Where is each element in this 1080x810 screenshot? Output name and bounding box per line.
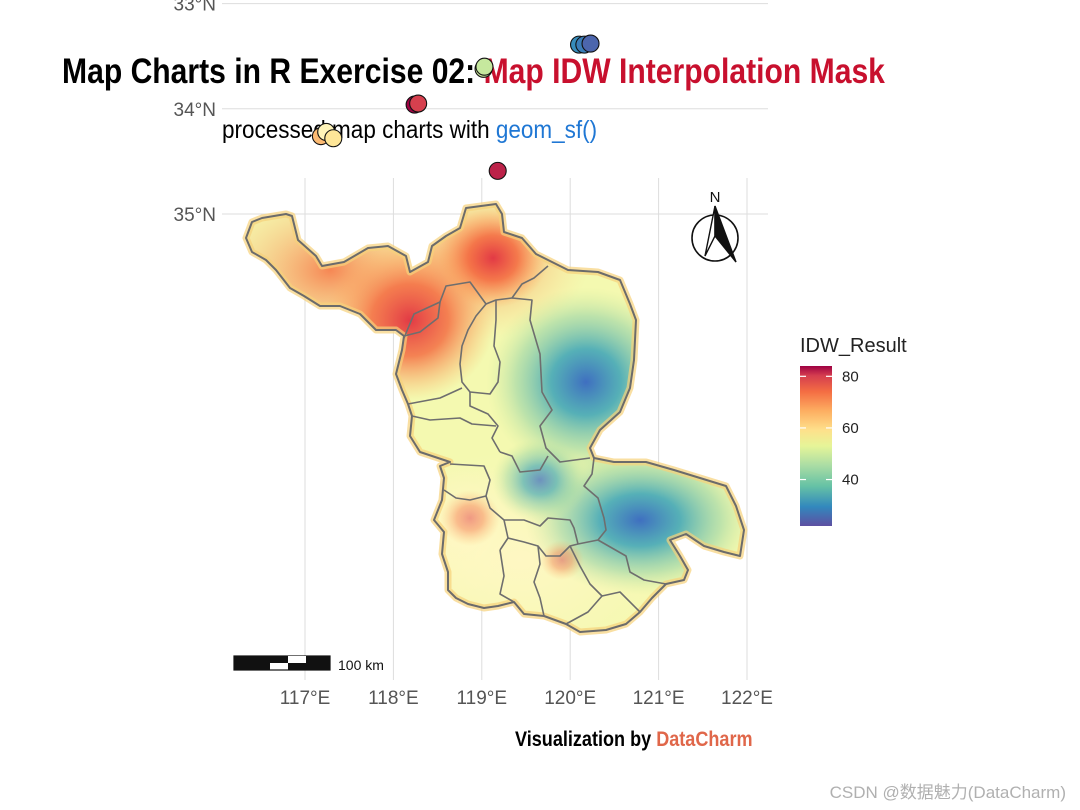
- caption-highlight: DataCharm: [656, 728, 753, 751]
- title-prefix: Map Charts in R Exercise 02:: [62, 52, 476, 91]
- x-tick-label: 119°E: [457, 688, 508, 709]
- caption-prefix: Visualization by: [515, 728, 652, 751]
- legend-colorbar: [800, 366, 832, 526]
- chart-title: Map Charts in R Exercise 02: Map IDW Int…: [62, 52, 885, 92]
- station-points: [311, 34, 600, 180]
- station-point-10: [581, 34, 600, 53]
- legend-title: IDW_Result: [800, 335, 907, 357]
- title-highlight: Map IDW Interpolation Mask: [483, 52, 885, 91]
- subtitle-highlight: geom_sf(): [495, 116, 598, 144]
- y-axis-labels: 35°N34°N33°N32°N31°N: [174, 0, 216, 226]
- north-label: N: [710, 189, 721, 206]
- subtitle-prefix: processed map charts with: [222, 116, 490, 144]
- x-tick-label: 118°E: [368, 688, 419, 709]
- chart-subtitle: processed map charts with geom_sf(): [222, 116, 597, 145]
- x-tick-label: 122°E: [721, 688, 773, 709]
- legend: IDW_Result 80 60 40: [800, 335, 907, 526]
- x-tick-label: 117°E: [280, 688, 331, 709]
- x-tick-label: 121°E: [633, 688, 685, 709]
- legend-label: 80: [842, 368, 859, 385]
- legend-label: 40: [842, 472, 859, 489]
- y-tick-label: 33°N: [174, 0, 216, 16]
- y-tick-label: 35°N: [174, 205, 216, 226]
- station-point-7: [475, 57, 494, 76]
- scale-bar-label: 100 km: [338, 657, 384, 673]
- scale-bar: 100 km: [233, 655, 384, 673]
- x-tick-label: 120°E: [544, 688, 596, 709]
- station-point-5: [488, 161, 507, 180]
- y-tick-label: 34°N: [174, 100, 216, 121]
- north-arrow-icon: N: [691, 189, 739, 263]
- legend-label: 60: [842, 420, 859, 437]
- city-boundaries: [403, 265, 667, 625]
- caption: Visualization by DataCharm: [515, 728, 753, 752]
- x-axis-labels: 117°E 118°E 119°E 120°E 121°E 122°E: [280, 688, 773, 709]
- watermark: CSDN @数据魅力(DataCharm): [829, 783, 1066, 802]
- station-point-2: [324, 129, 343, 148]
- station-point-4: [409, 94, 428, 113]
